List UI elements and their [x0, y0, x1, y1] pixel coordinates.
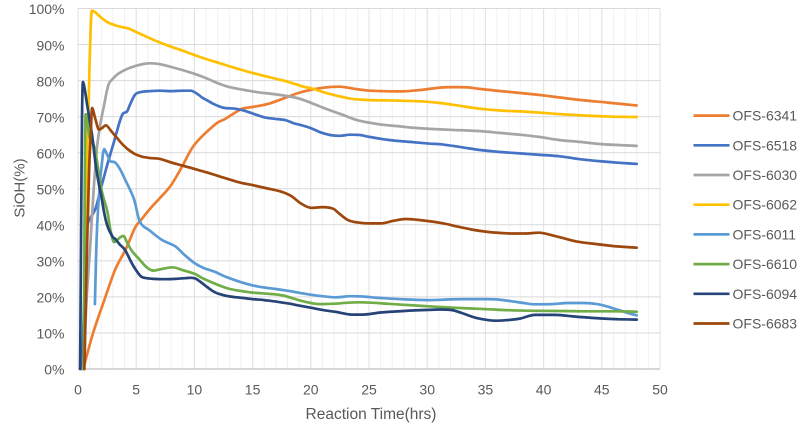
svg-text:90%: 90%: [36, 37, 64, 53]
svg-text:60%: 60%: [36, 145, 64, 161]
svg-text:35: 35: [478, 381, 494, 397]
svg-text:OFS-6030: OFS-6030: [733, 167, 798, 183]
svg-text:OFS-6011: OFS-6011: [733, 226, 797, 242]
svg-text:OFS-6610: OFS-6610: [733, 256, 798, 272]
svg-text:45: 45: [594, 381, 610, 397]
svg-text:80%: 80%: [36, 73, 64, 89]
svg-text:15: 15: [245, 381, 261, 397]
svg-text:OFS-6062: OFS-6062: [733, 197, 798, 213]
svg-text:20: 20: [303, 381, 319, 397]
svg-text:OFS-6341: OFS-6341: [733, 108, 798, 124]
svg-text:100%: 100%: [29, 1, 65, 17]
svg-text:40%: 40%: [36, 218, 64, 234]
svg-text:SiOH(%): SiOH(%): [12, 158, 29, 217]
svg-text:20%: 20%: [36, 290, 64, 306]
svg-text:30: 30: [419, 381, 435, 397]
svg-text:70%: 70%: [36, 109, 64, 125]
svg-text:50%: 50%: [36, 181, 64, 197]
svg-text:5: 5: [132, 381, 140, 397]
svg-text:25: 25: [361, 381, 377, 397]
svg-text:Reaction Time(hrs): Reaction Time(hrs): [306, 406, 437, 423]
svg-text:40: 40: [536, 381, 552, 397]
svg-text:OFS-6683: OFS-6683: [733, 316, 798, 332]
svg-text:50: 50: [652, 381, 668, 397]
svg-text:0%: 0%: [44, 362, 64, 378]
svg-text:OFS-6094: OFS-6094: [733, 286, 798, 302]
svg-text:10%: 10%: [36, 326, 64, 342]
svg-text:10: 10: [187, 381, 203, 397]
svg-text:0: 0: [74, 381, 82, 397]
svg-text:30%: 30%: [36, 254, 64, 270]
svg-text:OFS-6518: OFS-6518: [733, 137, 798, 153]
